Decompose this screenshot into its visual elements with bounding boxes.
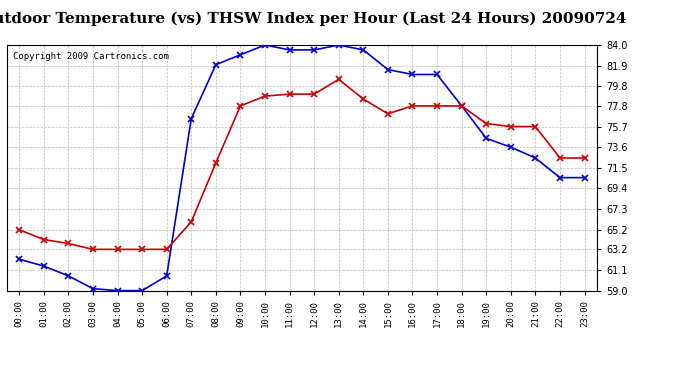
Text: Outdoor Temperature (vs) THSW Index per Hour (Last 24 Hours) 20090724: Outdoor Temperature (vs) THSW Index per … bbox=[0, 11, 627, 26]
Text: Copyright 2009 Cartronics.com: Copyright 2009 Cartronics.com bbox=[13, 53, 168, 62]
